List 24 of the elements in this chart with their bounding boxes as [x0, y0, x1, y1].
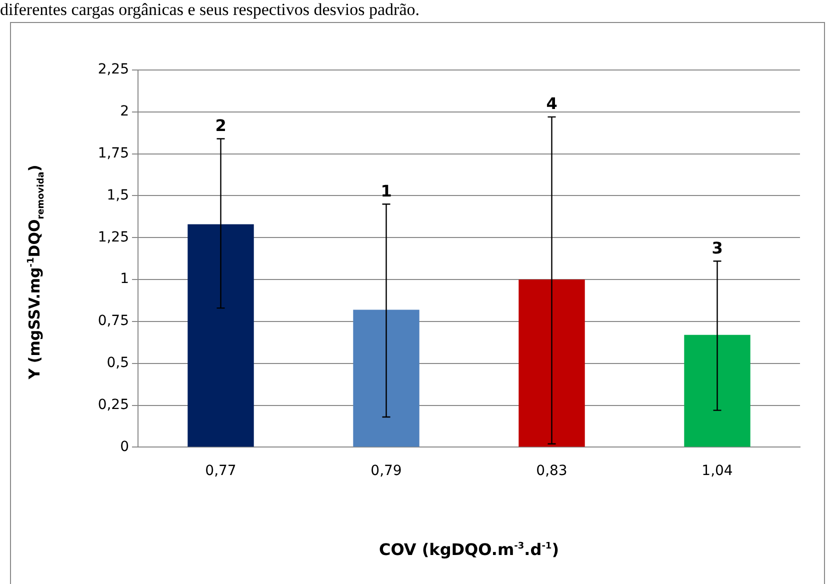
y-tick-label: 0,75	[98, 313, 129, 330]
annotation: 3	[712, 238, 723, 258]
x-tick-label: 1,04	[702, 463, 733, 480]
annotation: 4	[546, 94, 558, 114]
y-tick-label: 0	[120, 438, 129, 455]
x-tick-label: 0,79	[370, 463, 402, 480]
bar	[353, 310, 420, 447]
annotation: 1	[380, 181, 392, 200]
y-tick-label: 1,75	[98, 145, 129, 162]
bar	[518, 280, 585, 447]
bar	[684, 334, 750, 447]
y-tick-label: 2	[120, 104, 129, 120]
text: diferentes cargas orgânicas e seus respectivos desvios padrão.	[0, 0, 420, 20]
y-tick-label: 0,25	[98, 396, 129, 413]
x-axis-title: COV (kgDQO.m$^{-3}$.d$^{-1}$)	[378, 540, 560, 559]
x-tick-label: 0,83	[536, 463, 568, 480]
y-tick-label: 0,5	[106, 355, 129, 372]
x-tick-label: 0,77	[205, 463, 236, 480]
y-tick-label: 1,5	[106, 187, 129, 204]
annotation: 2	[215, 116, 226, 135]
y-tick-label: 1	[120, 271, 129, 288]
y-tick-label: 1,25	[98, 229, 129, 246]
bar	[188, 224, 254, 447]
y-tick-label: 2,25	[98, 62, 129, 78]
